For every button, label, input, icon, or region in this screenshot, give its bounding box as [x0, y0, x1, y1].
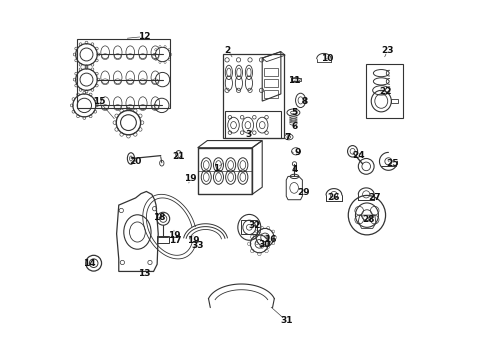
Text: 32: 32 [249, 221, 261, 230]
Text: 7: 7 [285, 133, 291, 142]
Text: 31: 31 [280, 316, 293, 325]
Bar [225, 111, 281, 138]
Text: 12: 12 [138, 32, 150, 41]
Text: 8: 8 [301, 97, 307, 106]
Text: 27: 27 [368, 193, 381, 202]
Bar [77, 39, 170, 108]
Text: 22: 22 [379, 86, 392, 95]
Text: 15: 15 [94, 97, 106, 106]
Text: 33: 33 [192, 241, 204, 250]
Text: 10: 10 [321, 54, 334, 63]
Bar [242, 220, 257, 234]
Text: 5: 5 [292, 108, 297, 117]
Text: 24: 24 [353, 151, 366, 160]
Text: 11: 11 [288, 76, 301, 85]
Text: 20: 20 [129, 157, 142, 166]
Text: 23: 23 [382, 46, 394, 55]
Bar [291, 78, 301, 81]
Text: 18: 18 [153, 213, 165, 222]
Text: 17: 17 [169, 236, 181, 245]
Text: 2: 2 [224, 46, 231, 55]
Text: 14: 14 [83, 259, 96, 268]
Text: 4: 4 [291, 166, 298, 175]
Text: 9: 9 [295, 148, 301, 157]
Text: 21: 21 [172, 152, 185, 161]
Text: 1: 1 [213, 164, 220, 173]
Text: 19: 19 [184, 174, 197, 183]
Bar [157, 235, 169, 243]
Bar [223, 54, 284, 138]
Bar [366, 64, 403, 118]
Text: 26: 26 [328, 193, 340, 202]
Text: 29: 29 [297, 188, 309, 197]
Text: 13: 13 [138, 269, 150, 278]
Text: 19: 19 [187, 236, 199, 245]
Bar [264, 79, 278, 87]
Text: 19: 19 [168, 231, 180, 240]
Text: 16: 16 [264, 235, 276, 244]
Text: 6: 6 [292, 122, 297, 131]
Text: 30: 30 [259, 240, 271, 249]
Bar [264, 68, 278, 76]
Text: 3: 3 [245, 130, 252, 139]
Bar [392, 99, 398, 103]
Bar [264, 90, 278, 98]
Text: 28: 28 [363, 215, 375, 224]
Text: 25: 25 [387, 159, 399, 168]
